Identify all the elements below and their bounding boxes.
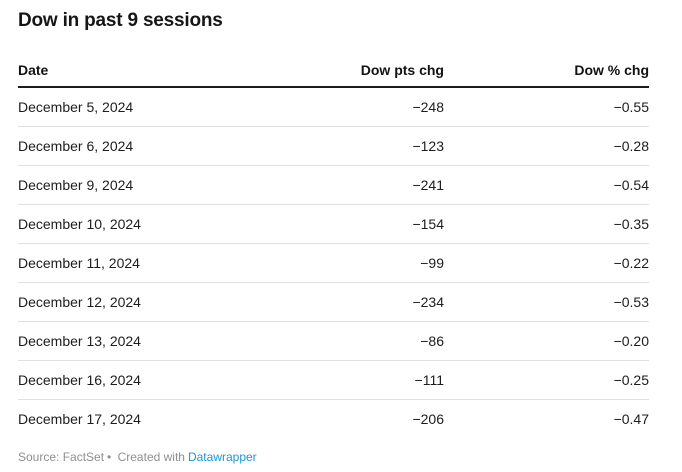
pts-chg-cell: −206 — [318, 399, 444, 438]
pts-chg-cell: −99 — [318, 243, 444, 283]
pct-chg-cell: −0.28 — [444, 126, 649, 166]
created-with-text: Created with — [117, 450, 185, 464]
date-cell: December 11, 2024 — [18, 243, 318, 283]
dow-sessions-table: Date Dow pts chg Dow % chg December 5, 2… — [18, 32, 649, 438]
date-cell: December 16, 2024 — [18, 360, 318, 400]
table-row: December 13, 2024 −86 −0.20 — [18, 321, 649, 361]
datawrapper-link[interactable]: Datawrapper — [187, 450, 257, 464]
pts-chg-cell: −111 — [318, 360, 444, 400]
pct-chg-cell: −0.55 — [613, 99, 649, 115]
pct-chg-cell: −0.54 — [444, 165, 649, 205]
col-header-pct-chg: Dow % chg — [444, 32, 649, 88]
table-row: December 9, 2024 −241 −0.54 — [18, 165, 649, 205]
table-row: December 16, 2024 −111 −0.25 — [18, 360, 649, 400]
table-row: December 5, 2024 −248 −0.55 — [18, 87, 649, 127]
separator-dot: • — [107, 450, 112, 464]
date-cell: December 5, 2024 — [18, 99, 134, 115]
pct-chg-cell: −0.47 — [444, 399, 649, 438]
table-row: December 12, 2024 −234 −0.53 — [18, 282, 649, 322]
date-cell: December 9, 2024 — [18, 165, 318, 205]
pct-chg-cell: −0.22 — [444, 243, 649, 283]
table-row: December 10, 2024 −154 −0.35 — [18, 204, 649, 244]
chart-title: Dow in past 9 sessions — [18, 10, 223, 31]
pts-chg-cell: −234 — [318, 282, 444, 322]
pct-chg-cell: −0.53 — [444, 282, 649, 322]
pts-chg-cell: −86 — [318, 321, 444, 361]
pts-chg-cell: −248 — [412, 99, 444, 115]
date-cell: December 10, 2024 — [18, 204, 318, 244]
pts-chg-cell: −154 — [318, 204, 444, 244]
col-header-date: Date — [18, 32, 318, 88]
pct-chg-cell: −0.35 — [444, 204, 649, 244]
date-cell: December 6, 2024 — [18, 126, 318, 166]
footer: Source: FactSet • Created with Datawrapper — [18, 450, 649, 464]
date-cell: December 13, 2024 — [18, 321, 318, 361]
pts-chg-cell: −241 — [318, 165, 444, 205]
pts-chg-cell: −123 — [318, 126, 444, 166]
col-header-pts-chg: Dow pts chg — [318, 32, 444, 88]
table-row: December 6, 2024 −123 −0.28 — [18, 126, 649, 166]
pct-chg-cell: −0.20 — [444, 321, 649, 361]
table-row: December 17, 2024 −206 −0.47 — [18, 399, 649, 438]
header-row: Date Dow pts chg Dow % chg — [18, 32, 649, 88]
date-cell: December 12, 2024 — [18, 282, 318, 322]
source-text: Source: FactSet — [18, 450, 105, 464]
pct-chg-cell: −0.25 — [444, 360, 649, 400]
table-row: December 11, 2024 −99 −0.22 — [18, 243, 649, 283]
date-cell: December 17, 2024 — [18, 399, 318, 438]
